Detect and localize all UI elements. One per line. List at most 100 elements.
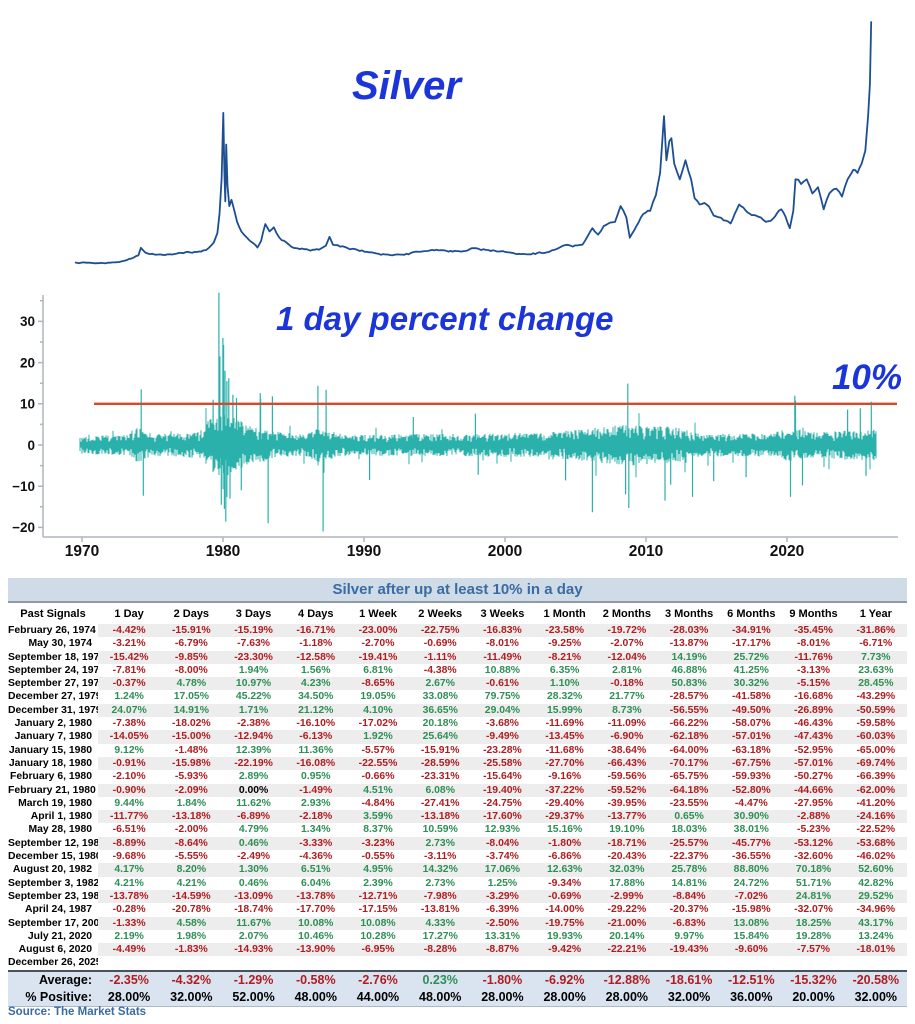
value-cell: 15.99% xyxy=(533,703,596,718)
date-cell: February 26, 1974 xyxy=(8,625,96,636)
table-row: August 6, 2020 -4.49% -1.83% -14.93% -13.90%… xyxy=(8,943,907,957)
value-cell: -0.66% xyxy=(361,771,395,783)
value-cell: -4.42% xyxy=(98,624,161,638)
value-cell: -8.00% xyxy=(174,664,208,676)
value-cell: -43.29% xyxy=(856,691,896,703)
value-cell: 1.71% xyxy=(222,703,285,718)
value-cell: -56.55% xyxy=(657,703,721,718)
value-cell: -16.68% xyxy=(794,691,833,703)
value-cell: -7.38% xyxy=(112,718,146,730)
table-row: January 7, 1980 -14.05% -15.00% -12.94% -6.1… xyxy=(8,730,907,744)
value-cell: -9.85% xyxy=(160,650,223,664)
value-cell: -50.27% xyxy=(794,771,833,783)
value-cell: 19.05% xyxy=(360,691,396,703)
table-summary: Average: -2.35% -4.32% -1.29% -0.58% -2.76% 0.… xyxy=(8,969,907,1007)
value-cell: 6.81% xyxy=(363,664,393,676)
table-row: February 6, 1980 -2.10% -5.93% 2.89% 0.95% -0… xyxy=(8,770,907,783)
value-cell: -14.05% xyxy=(98,730,161,744)
value-cell xyxy=(782,956,844,970)
value-cell: 1.24% xyxy=(114,691,144,703)
date-cell: September 18, 1979 xyxy=(8,651,98,663)
summary-value: -2.35% xyxy=(98,969,161,989)
value-cell: -5.55% xyxy=(174,851,208,863)
svg-text:10: 10 xyxy=(20,397,35,412)
value-cell: -6.95% xyxy=(346,943,410,957)
value-cell: 12.93% xyxy=(484,824,521,836)
value-cell: 9.12% xyxy=(114,744,144,756)
value-cell: 4.51% xyxy=(346,783,410,797)
column-header: 1 Month xyxy=(543,607,586,620)
source-credit: Source: The Market Stats xyxy=(8,1006,147,1018)
value-cell: -13.90% xyxy=(284,943,347,957)
value-cell: 17.27% xyxy=(422,930,458,942)
value-cell xyxy=(285,956,347,970)
date-cell: May 30, 1974 xyxy=(28,638,92,650)
table-row: December 31, 1979 24.07% 14.91% 1.71% 21.12%… xyxy=(8,703,907,718)
value-cell: -18.01% xyxy=(844,943,907,957)
value-cell: -31.86% xyxy=(844,624,907,638)
value-cell: -17.02% xyxy=(358,718,398,730)
value-cell: -6.90% xyxy=(595,730,658,744)
value-cell: -64.18% xyxy=(657,783,721,797)
value-cell: 11.62% xyxy=(236,797,271,809)
value-cell: 20.14% xyxy=(609,930,645,942)
value-cell: -6.79% xyxy=(174,638,208,650)
value-cell: -14.00% xyxy=(545,904,584,916)
value-cell: -13.18% xyxy=(409,810,472,824)
value-cell: 19.93% xyxy=(547,930,583,942)
value-cell: 29.04% xyxy=(471,703,534,718)
date-cell: February 6, 1980 xyxy=(9,771,92,783)
value-cell: -23.31% xyxy=(420,771,460,783)
svg-text:2000: 2000 xyxy=(488,543,522,560)
value-cell: -24.75% xyxy=(483,797,522,809)
value-cell: 6.08% xyxy=(409,783,472,797)
value-cell: -35.45% xyxy=(782,624,845,638)
value-cell: -2.50% xyxy=(471,916,534,930)
value-cell: 45.22% xyxy=(235,691,272,703)
value-cell: -27.95% xyxy=(794,797,833,809)
value-cell: 24.07% xyxy=(98,703,161,718)
value-cell: -13.09% xyxy=(222,889,285,904)
value-cell: -19.75% xyxy=(533,916,596,930)
value-cell: -25.57% xyxy=(657,836,721,851)
svg-text:2020: 2020 xyxy=(770,543,804,560)
value-cell xyxy=(534,956,596,970)
table-row: January 2, 1980 -7.38% -18.02% -2.38% -16.10… xyxy=(8,717,907,730)
value-cell: 70.18% xyxy=(782,863,845,877)
table-row: April 1, 1980 -11.77% -13.18% -6.89% -2.18% 3… xyxy=(8,810,907,824)
value-cell: -18.74% xyxy=(234,904,273,916)
table-header: Past Signals 1 Day 2 Days 3 Days 4 Days 1 Wee… xyxy=(8,603,907,624)
value-cell: -6.71% xyxy=(859,638,893,650)
value-cell: -17.15% xyxy=(358,904,398,916)
value-cell: -5.57% xyxy=(361,744,395,756)
value-cell: 14.32% xyxy=(409,863,472,877)
value-cell: -16.71% xyxy=(284,624,347,638)
value-cell: -32.07% xyxy=(794,904,833,916)
value-cell: 34.50% xyxy=(298,691,334,703)
value-cell: -20.43% xyxy=(607,851,647,863)
value-cell: -13.87% xyxy=(669,638,709,650)
value-cell: -1.48% xyxy=(174,744,208,756)
value-cell: 17.05% xyxy=(173,691,209,703)
signals-table: Past Signals 1 Day 2 Days 3 Days 4 Days 1 Wee… xyxy=(8,603,907,1007)
value-cell: -20.78% xyxy=(171,904,211,916)
value-cell: -4.84% xyxy=(361,797,395,809)
value-cell: -7.02% xyxy=(720,889,783,904)
column-header: 2 Weeks xyxy=(418,607,463,620)
value-cell: 4.10% xyxy=(346,703,410,718)
value-cell: 1.25% xyxy=(487,877,518,889)
value-cell: 2.89% xyxy=(238,771,269,783)
value-cell: 42.82% xyxy=(858,877,894,889)
value-cell: -69.74% xyxy=(844,756,907,771)
column-header: 2 Months xyxy=(602,607,651,620)
value-cell: -9.68% xyxy=(112,851,146,863)
value-cell: -38.64% xyxy=(607,744,647,756)
value-cell: -1.83% xyxy=(160,943,223,957)
value-cell: 25.72% xyxy=(720,650,783,664)
value-cell: 30.32% xyxy=(720,677,783,691)
value-cell: 8.37% xyxy=(363,824,393,836)
value-cell: -59.56% xyxy=(607,771,647,783)
value-cell: -65.75% xyxy=(669,771,709,783)
value-cell: 12.63% xyxy=(533,863,596,877)
value-cell: -11.69% xyxy=(545,718,584,730)
